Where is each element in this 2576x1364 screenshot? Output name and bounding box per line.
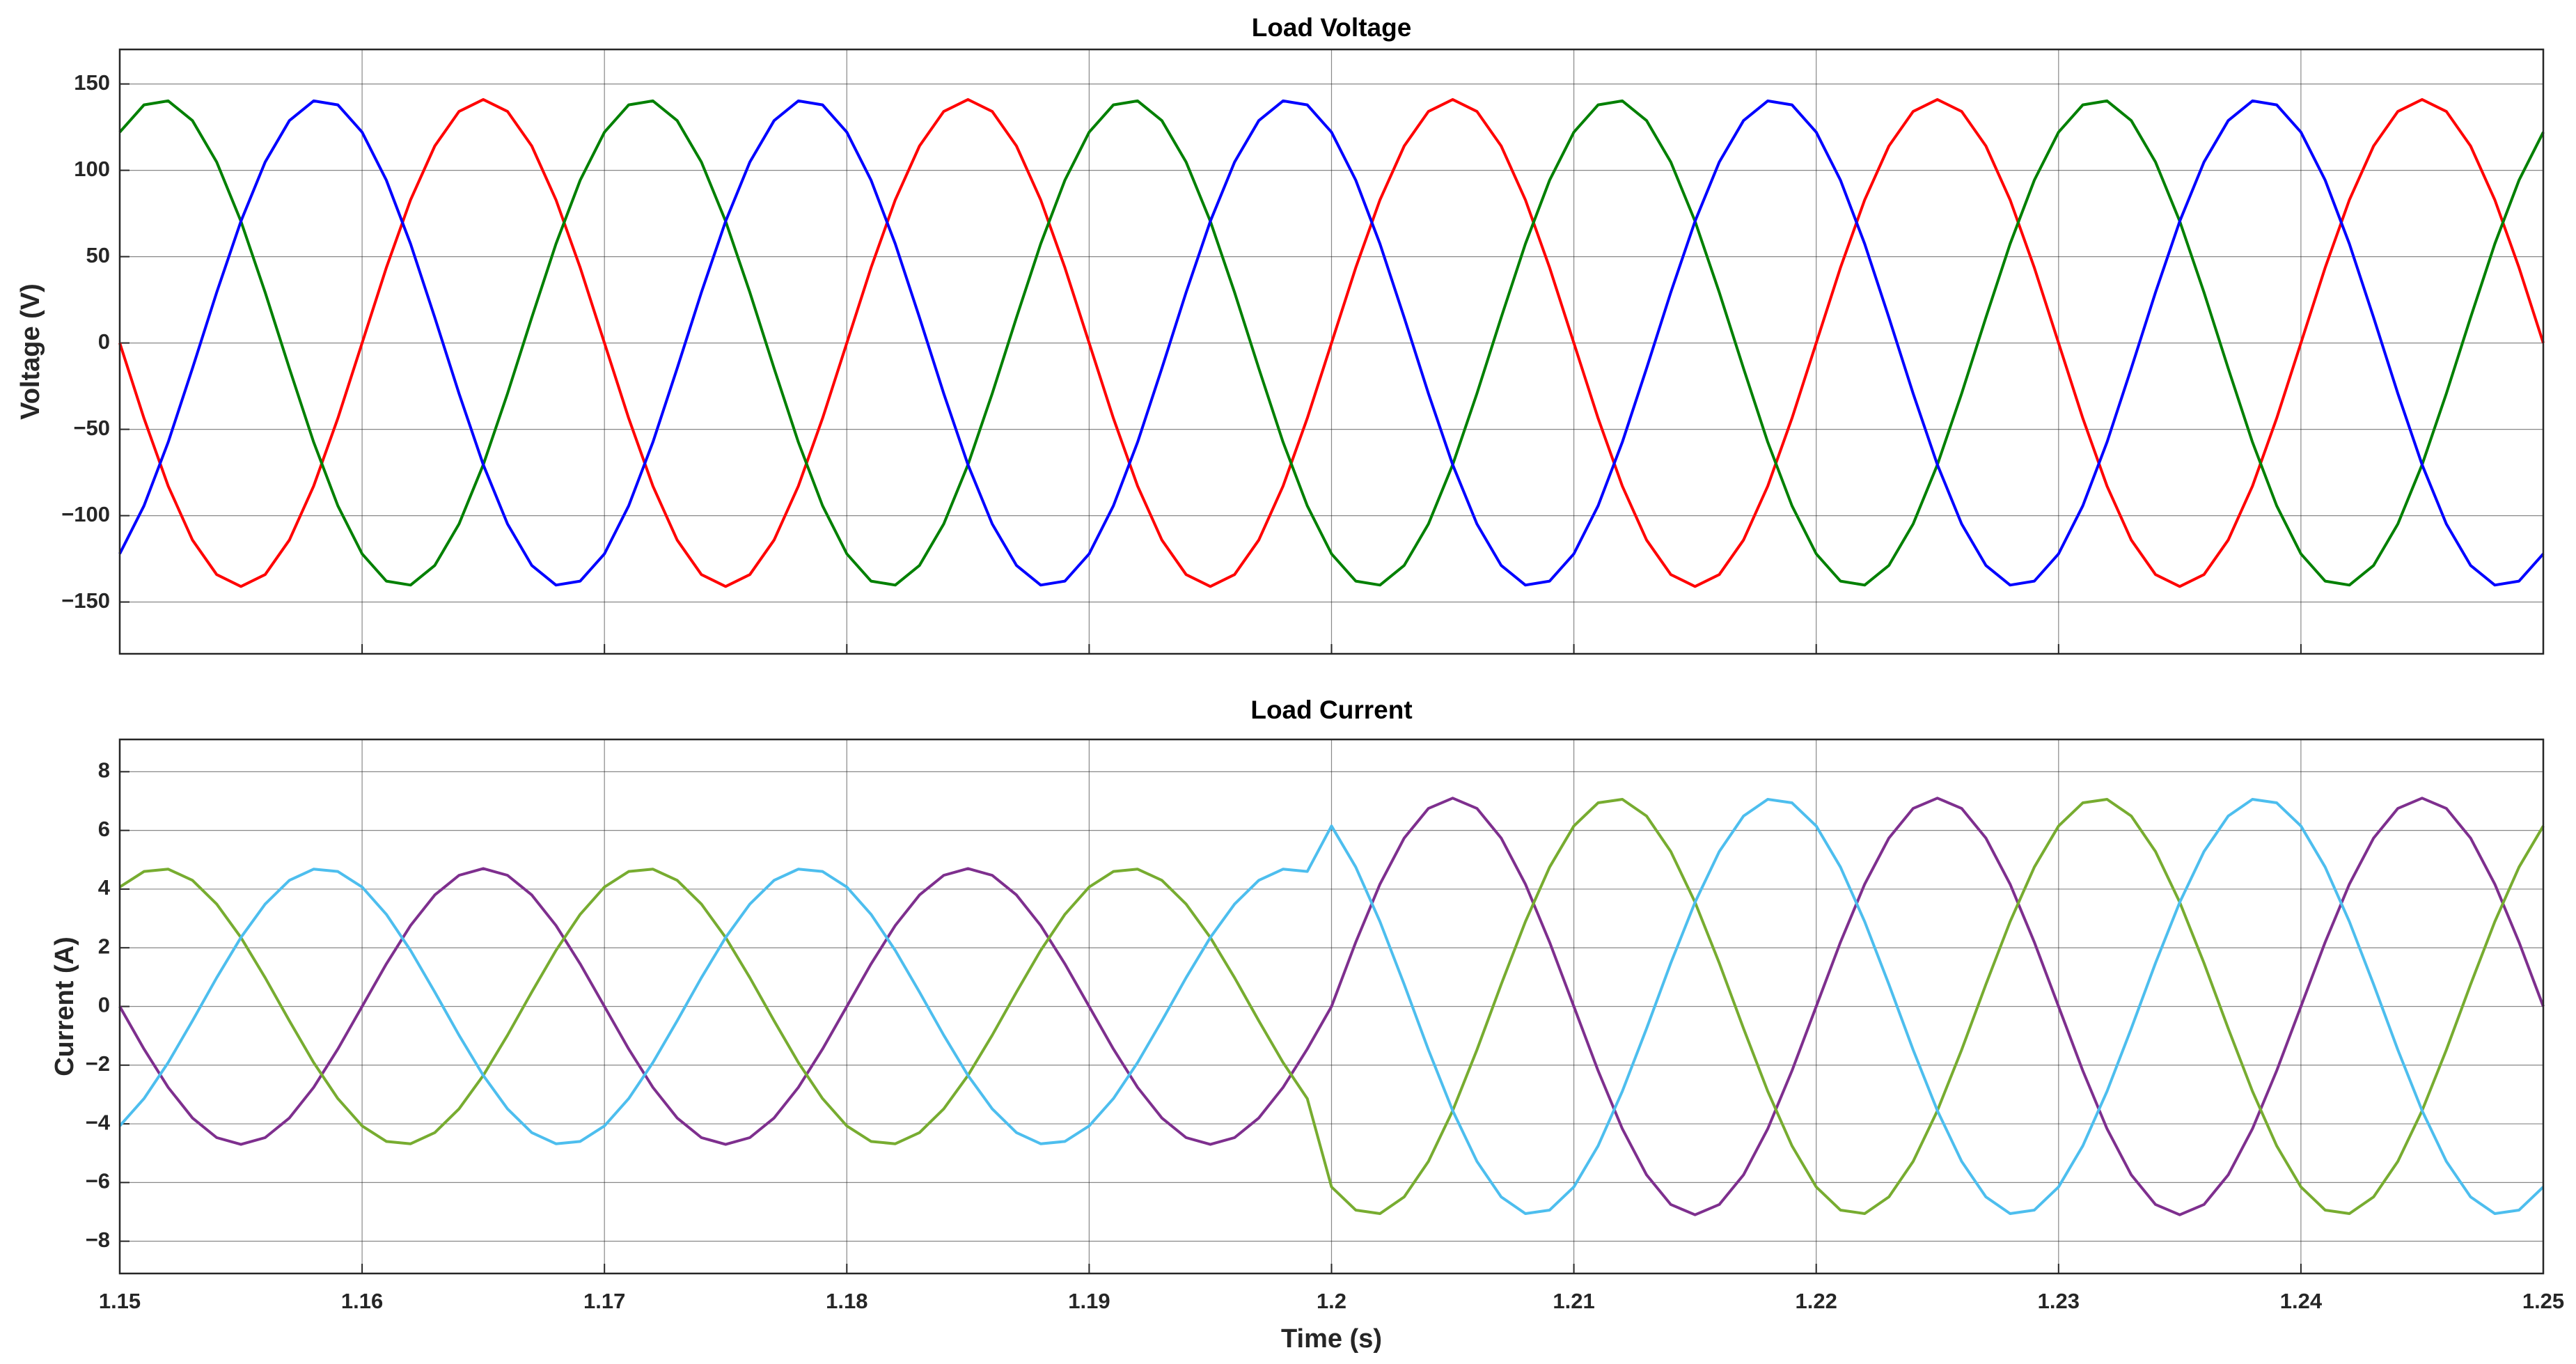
x-tick-label: 1.19 xyxy=(1068,1289,1110,1313)
y-tick-label: −4 xyxy=(86,1110,111,1134)
x-tick-label: 1.15 xyxy=(99,1289,141,1313)
y-tick-label: −2 xyxy=(86,1051,110,1076)
y-tick-label: −150 xyxy=(61,588,110,613)
x-tick-label: 1.16 xyxy=(341,1289,383,1313)
x-tick-label: 1.23 xyxy=(2038,1289,2080,1313)
y-tick-label: 0 xyxy=(98,993,110,1017)
x-tick-label: 1.22 xyxy=(1796,1289,1837,1313)
axes-frame xyxy=(118,738,2545,1275)
y-tick-label: 50 xyxy=(86,243,110,267)
y-axis-label: Current (A) xyxy=(50,936,79,1076)
x-axis-label: Time (s) xyxy=(1281,1324,1382,1354)
series-line xyxy=(118,97,2545,588)
x-tick-label: 1.21 xyxy=(1553,1289,1594,1313)
x-tick-label: 1.17 xyxy=(583,1289,625,1313)
y-tick-label: 150 xyxy=(74,70,110,95)
series-line xyxy=(118,99,2545,587)
y-tick-label: −100 xyxy=(61,502,110,526)
series-line xyxy=(118,797,2545,1216)
x-tick-label: 1.18 xyxy=(826,1289,867,1313)
chart-title: Load Voltage xyxy=(1252,13,1412,42)
chart-title: Load Current xyxy=(1250,696,1412,724)
x-tick-label: 1.24 xyxy=(2280,1289,2323,1313)
axes-frame xyxy=(118,48,2545,655)
y-tick-label: 4 xyxy=(98,875,111,900)
y-tick-label: 6 xyxy=(98,817,110,841)
x-tick-label: 1.2 xyxy=(1317,1289,1346,1313)
y-tick-label: −50 xyxy=(73,416,110,440)
y-tick-label: 8 xyxy=(98,758,110,783)
y-tick-label: 100 xyxy=(74,157,110,181)
y-tick-label: 2 xyxy=(98,934,110,958)
series-line xyxy=(118,797,2545,1216)
y-tick-label: 0 xyxy=(98,329,110,354)
y-axis-label: Voltage (V) xyxy=(16,283,45,420)
x-tick-label: 1.25 xyxy=(2522,1289,2564,1313)
series-line xyxy=(118,797,2545,1216)
series-line xyxy=(118,99,2545,587)
y-tick-label: −6 xyxy=(86,1169,110,1193)
y-tick-label: −8 xyxy=(86,1228,110,1252)
